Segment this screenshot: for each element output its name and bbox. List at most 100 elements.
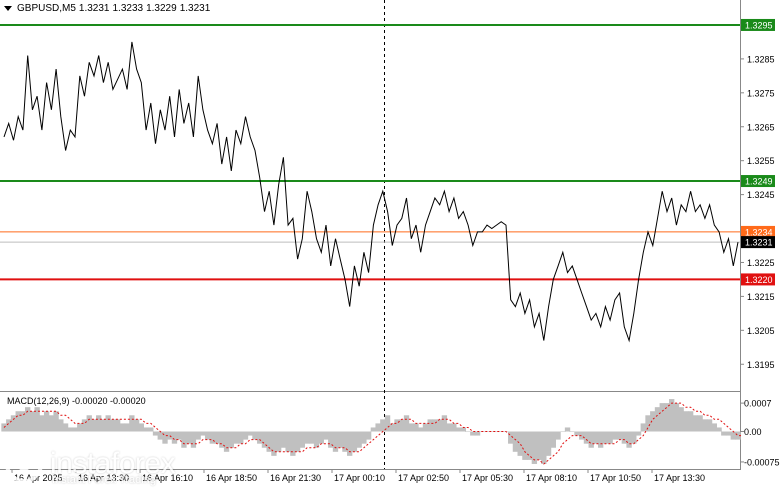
level-label: 1.3295 [745,20,773,30]
macd-bar [247,431,253,436]
macd-bar [209,431,216,444]
macd-bar [706,419,713,432]
macd-bar [67,427,73,432]
macd-bar [498,431,504,433]
macd-bar [716,427,722,432]
macd-bar [422,423,429,432]
macd-bar [664,403,670,432]
macd-bar [190,431,197,448]
macd-bar [512,431,519,452]
level-label: 1.3249 [745,177,773,187]
price-tick-label: 1.3265 [747,122,775,132]
dropdown-triangle-icon[interactable] [4,6,12,11]
macd-bar [607,431,613,444]
macd-bar [451,423,457,432]
macd-bar [408,423,414,432]
macd-bar [43,411,50,432]
macd-bar [39,415,45,432]
level-label: 1.3231 [745,238,773,248]
macd-bar [394,419,400,432]
macd-bar [470,431,476,436]
time-tick-label: 16 Apr 13:30 [78,473,129,483]
macd-bar [275,431,282,452]
level-label: 1.3234 [745,227,773,237]
level-lines [0,23,740,281]
close-value: 1.3231 [179,3,211,14]
macd-bar [195,431,201,440]
macd-bar [100,419,107,432]
level-label-box [741,18,775,31]
macd-bar [58,419,64,432]
macd-bar [204,431,211,440]
macd-bar [683,411,689,432]
macd-bar [460,427,467,432]
instaforex-logo: instaforex Instant Forex Trading [4,444,176,486]
macd-bar [304,431,310,444]
price-tick-label: 1.3245 [747,190,775,200]
macd-bar [384,415,391,432]
macd-bar [702,419,708,432]
macd-bar [342,431,348,452]
time-tick-label: 17 Apr 05:30 [462,473,513,483]
macd-bar [721,431,727,436]
macd-bar [351,431,358,452]
macd-bar [432,419,438,432]
macd-bar [110,419,116,432]
level-label: 1.3220 [745,275,773,285]
price-tick-label: 1.3195 [747,360,775,370]
macd-bar [138,423,144,432]
macd-bar [669,399,675,432]
macd-bar [541,431,547,464]
macd-bar [555,431,561,440]
macd-bar [29,411,36,432]
price-series-line [3,41,739,343]
macd-bar [337,431,343,448]
level-label-box [741,225,775,238]
macd-bar [20,411,26,432]
macd-bar [181,431,187,448]
price-tick-label: 1.3205 [747,326,775,336]
macd-bar [219,431,225,448]
macd-bar [114,419,121,432]
macd-bar [493,431,500,433]
time-tick-label: 17 Apr 08:10 [526,473,577,483]
time-tick-label: 16 Apr 21:30 [270,473,321,483]
price-tick-label: 1.3255 [747,156,775,166]
level-label-box [741,273,775,286]
macd-bar [545,431,552,456]
macd-bar [323,431,329,440]
macd-bar [271,431,277,456]
macd-bar [261,431,268,448]
macd-bar [214,431,220,444]
macd-bar [560,431,566,433]
macd-bar [313,431,320,448]
macd-bar [650,411,656,432]
macd-bar [157,431,163,440]
macd-bar [148,427,154,432]
macd-bar [171,431,178,444]
macd-bar [564,427,571,432]
macd-bar [86,415,92,432]
macd-bar [446,423,452,432]
macd-tick-label: -0.00075 [744,457,780,467]
time-tick-label: 17 Apr 02:50 [398,473,449,483]
time-tick-label: 16 Apr 16:10 [142,473,193,483]
time-tick-label: 17 Apr 13:30 [654,473,705,483]
macd-bar [62,423,69,432]
macd-bar [389,423,395,432]
macd-bar [328,431,334,448]
macd-bar [318,431,324,444]
macd-bar [242,431,249,440]
macd-bar [635,431,642,436]
macd-bar [418,427,424,432]
macd-bar [526,431,533,460]
macd-bar [413,423,419,432]
macd-bar [593,431,599,444]
logo-brand: instaforex [50,447,176,480]
macd-bar [124,423,130,432]
macd-bar [294,431,301,452]
macd-bar [299,431,306,448]
macd-bar [455,427,462,432]
